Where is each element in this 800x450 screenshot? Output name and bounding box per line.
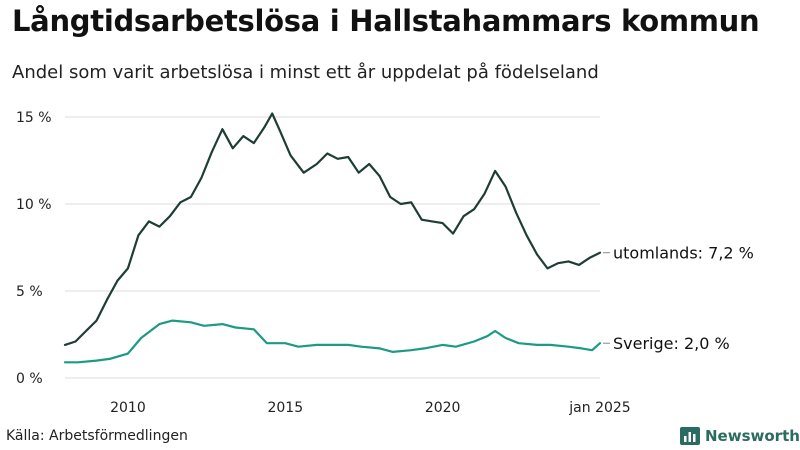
brand-logo: Newsworthy — [680, 427, 800, 445]
gridlines — [65, 116, 600, 379]
brand-name: Newsworthy — [705, 427, 800, 445]
chart-subtitle: Andel som varit arbetslösa i minst ett å… — [12, 62, 599, 83]
y-tick-label: 0 % — [16, 371, 43, 387]
series-line-utomlands — [63, 112, 602, 346]
x-tick-label: 2020 — [425, 400, 461, 416]
y-axis: 0 % 5 % 10 % 15 % — [16, 110, 52, 387]
series-end-label-sverige: Sverige: 2,0 % — [613, 334, 730, 353]
bar-chart-logo-icon — [680, 427, 700, 445]
series-lines — [63, 112, 602, 364]
chart-title: Långtidsarbetslösa i Hallstahammars komm… — [12, 4, 760, 38]
series-end-label-utomlands: utomlands: 7,2 % — [613, 244, 754, 263]
series-line-sverige — [63, 319, 602, 364]
x-tick-label: 2010 — [110, 400, 146, 416]
x-tick-label: 2015 — [267, 400, 303, 416]
y-tick-label: 15 % — [16, 110, 52, 126]
source-note: Källa: Arbetsförmedlingen — [6, 428, 188, 444]
y-tick-label: 5 % — [16, 284, 43, 300]
y-tick-label: 10 % — [16, 197, 52, 213]
series-end-labels: utomlands: 7,2 % Sverige: 2,0 % — [603, 244, 754, 353]
x-axis: 2010 2015 2020 jan 2025 — [110, 400, 631, 416]
x-tick-label: jan 2025 — [568, 400, 630, 416]
